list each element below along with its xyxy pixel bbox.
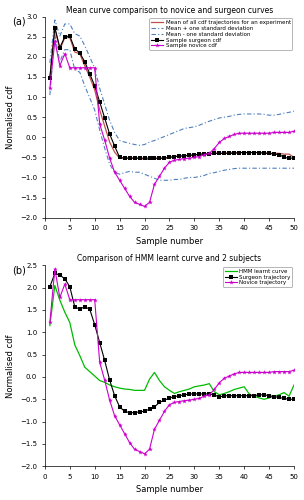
Title: Mean curve comparison to novice and surgeon curves: Mean curve comparison to novice and surg… bbox=[66, 6, 273, 15]
X-axis label: Sample number: Sample number bbox=[136, 486, 203, 494]
Legend: Mean of all cdf trajectories for an experiment, Mean + one standard deviation, M: Mean of all cdf trajectories for an expe… bbox=[150, 18, 292, 50]
Legend: HMM learnt curve, Surgeon trajectory, Novice trajectory: HMM learnt curve, Surgeon trajectory, No… bbox=[223, 267, 292, 287]
Y-axis label: Normalised cdf: Normalised cdf bbox=[5, 86, 15, 149]
X-axis label: Sample number: Sample number bbox=[136, 237, 203, 246]
Title: Comparison of HMM learnt curve and 2 subjects: Comparison of HMM learnt curve and 2 sub… bbox=[78, 254, 261, 263]
Text: (b): (b) bbox=[12, 266, 26, 276]
Y-axis label: Normalised cdf: Normalised cdf bbox=[5, 334, 15, 398]
Text: (a): (a) bbox=[12, 16, 26, 26]
